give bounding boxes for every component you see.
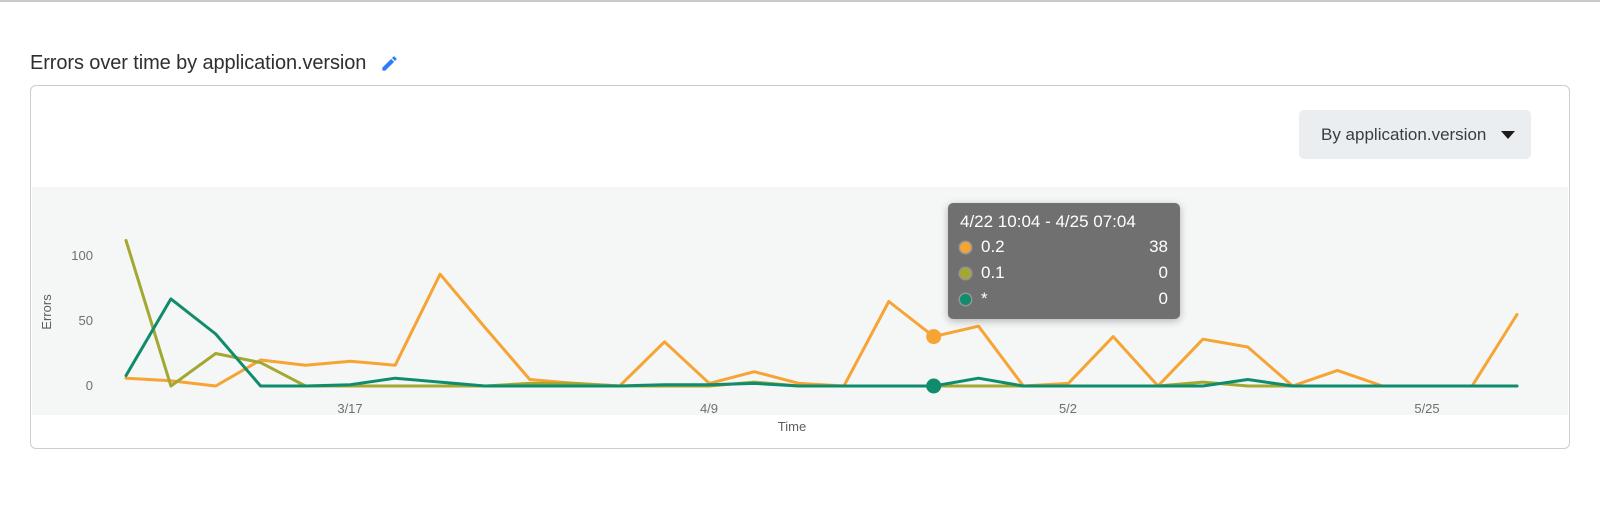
group-by-dropdown[interactable]: By application.version — [1299, 110, 1531, 159]
tooltip-time-range: 4/22 10:04 - 4/25 07:04 — [960, 212, 1136, 231]
series-dot-icon — [960, 293, 971, 305]
tooltip-series-label: * — [981, 289, 988, 308]
y-axis-title: Errors — [39, 294, 54, 330]
tooltip-series-value: 0 — [1158, 263, 1168, 282]
y-tick-50: 50 — [78, 313, 93, 328]
window-top-edge — [0, 0, 1600, 2]
tooltip-series-label: 0.2 — [981, 237, 1005, 256]
series-dot-icon — [960, 241, 971, 253]
chart-tooltip: 4/22 10:04 - 4/25 07:04 0.2 38 0.1 0 * 0 — [948, 203, 1180, 319]
y-tick-0: 0 — [85, 378, 93, 393]
edit-pencil-icon[interactable] — [380, 54, 399, 73]
tooltip-row: 0.1 0 — [960, 260, 1168, 286]
tooltip-series-value: 38 — [1149, 237, 1168, 256]
plot-background — [32, 187, 1568, 415]
chevron-down-icon — [1501, 130, 1515, 139]
group-by-dropdown-label: By application.version — [1321, 124, 1487, 144]
x-tick-3: 5/2 — [1058, 401, 1078, 416]
tooltip-series-label: 0.1 — [981, 263, 1005, 282]
page-title: Errors over time by application.version — [30, 52, 367, 74]
tooltip-row: 0.2 38 — [960, 234, 1168, 260]
y-tick-100: 100 — [71, 248, 93, 263]
x-tick-1: 3/17 — [337, 401, 363, 416]
page-title-row: Errors over time by application.version — [30, 52, 399, 75]
x-axis-title: Time — [777, 419, 807, 434]
tooltip-series-value: 0 — [1158, 289, 1168, 308]
tooltip-row: * 0 — [960, 286, 1168, 312]
series-dot-icon — [960, 267, 971, 279]
x-tick-4: 5/25 — [1414, 401, 1440, 416]
chart-widget-card: By application.version — [30, 85, 1570, 449]
x-tick-2: 4/9 — [699, 401, 719, 416]
